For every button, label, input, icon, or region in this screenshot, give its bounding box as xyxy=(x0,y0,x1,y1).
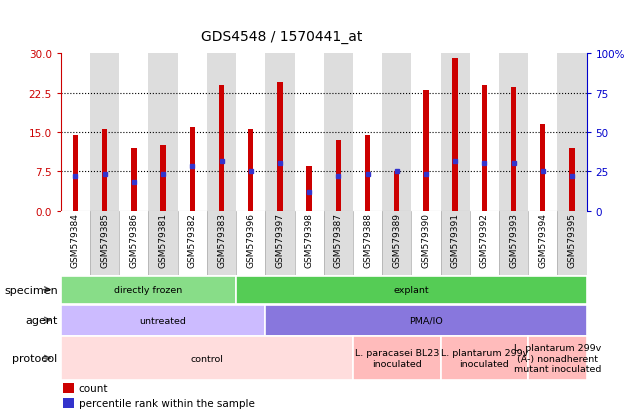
Text: GSM579392: GSM579392 xyxy=(480,213,489,268)
Bar xyxy=(61,276,236,304)
Bar xyxy=(440,337,528,380)
Text: GSM579385: GSM579385 xyxy=(100,213,109,268)
Text: explant: explant xyxy=(394,285,429,294)
Text: GSM579384: GSM579384 xyxy=(71,213,80,268)
Text: GSM579382: GSM579382 xyxy=(188,213,197,268)
Bar xyxy=(149,54,178,211)
Bar xyxy=(73,135,78,211)
Bar xyxy=(119,54,149,211)
Bar xyxy=(470,211,499,275)
Bar xyxy=(499,54,528,211)
Text: count: count xyxy=(79,383,108,393)
Bar xyxy=(63,383,74,393)
Bar xyxy=(324,54,353,211)
Bar xyxy=(265,211,294,275)
Bar xyxy=(394,172,399,211)
Bar xyxy=(278,83,283,211)
Bar xyxy=(294,211,324,275)
Bar xyxy=(119,211,149,275)
Bar xyxy=(382,54,412,211)
Text: L. plantarum 299v
inoculated: L. plantarum 299v inoculated xyxy=(440,349,528,368)
Bar xyxy=(219,85,224,211)
Text: GDS4548 / 1570441_at: GDS4548 / 1570441_at xyxy=(201,30,362,44)
Bar xyxy=(190,127,195,211)
Bar xyxy=(63,398,74,408)
Bar xyxy=(102,130,107,211)
Bar xyxy=(61,54,90,211)
Bar xyxy=(569,148,574,211)
Bar xyxy=(382,211,412,275)
Bar xyxy=(440,54,470,211)
Bar xyxy=(324,211,353,275)
Bar xyxy=(528,337,587,380)
Bar xyxy=(540,125,545,211)
Bar xyxy=(236,276,587,304)
Bar xyxy=(353,337,440,380)
Bar xyxy=(61,305,265,336)
Bar xyxy=(528,211,557,275)
Text: PMA/IO: PMA/IO xyxy=(409,316,443,325)
Bar xyxy=(160,146,166,211)
Bar xyxy=(440,211,470,275)
Text: GSM579386: GSM579386 xyxy=(129,213,138,268)
Bar xyxy=(178,211,207,275)
Bar xyxy=(423,91,429,211)
Text: GSM579394: GSM579394 xyxy=(538,213,547,268)
Text: GSM579388: GSM579388 xyxy=(363,213,372,268)
Text: GSM579381: GSM579381 xyxy=(158,213,167,268)
Bar xyxy=(236,54,265,211)
Bar xyxy=(265,54,294,211)
Bar xyxy=(412,211,440,275)
Bar xyxy=(528,54,557,211)
Bar xyxy=(557,211,587,275)
Text: agent: agent xyxy=(25,315,58,325)
Text: GSM579397: GSM579397 xyxy=(276,213,285,268)
Bar xyxy=(61,211,90,275)
Bar xyxy=(365,135,370,211)
Text: L. paracasei BL23
inoculated: L. paracasei BL23 inoculated xyxy=(354,349,439,368)
Bar xyxy=(207,54,236,211)
Bar xyxy=(248,130,253,211)
Bar xyxy=(412,54,440,211)
Text: specimen: specimen xyxy=(4,285,58,295)
Text: GSM579393: GSM579393 xyxy=(509,213,518,268)
Bar xyxy=(336,140,341,211)
Bar xyxy=(499,211,528,275)
Bar xyxy=(149,211,178,275)
Text: untreated: untreated xyxy=(140,316,187,325)
Text: GSM579389: GSM579389 xyxy=(392,213,401,268)
Bar xyxy=(294,54,324,211)
Bar xyxy=(353,211,382,275)
Bar xyxy=(207,211,236,275)
Bar xyxy=(306,166,312,211)
Text: GSM579390: GSM579390 xyxy=(421,213,430,268)
Bar xyxy=(178,54,207,211)
Bar xyxy=(470,54,499,211)
Text: control: control xyxy=(190,354,223,363)
Bar xyxy=(131,148,137,211)
Text: percentile rank within the sample: percentile rank within the sample xyxy=(79,398,254,408)
Text: GSM579396: GSM579396 xyxy=(246,213,255,268)
Bar xyxy=(511,88,516,211)
Text: GSM579387: GSM579387 xyxy=(334,213,343,268)
Bar xyxy=(453,59,458,211)
Text: GSM579395: GSM579395 xyxy=(567,213,576,268)
Bar xyxy=(236,211,265,275)
Text: protocol: protocol xyxy=(12,353,58,363)
Bar xyxy=(353,54,382,211)
Bar xyxy=(90,211,119,275)
Text: L. plantarum 299v
(A-) nonadherent
mutant inoculated: L. plantarum 299v (A-) nonadherent mutan… xyxy=(513,344,601,373)
Bar xyxy=(90,54,119,211)
Text: directly frozen: directly frozen xyxy=(114,285,183,294)
Bar xyxy=(61,337,353,380)
Text: GSM579398: GSM579398 xyxy=(304,213,313,268)
Bar xyxy=(557,54,587,211)
Bar xyxy=(265,305,587,336)
Text: GSM579383: GSM579383 xyxy=(217,213,226,268)
Text: GSM579391: GSM579391 xyxy=(451,213,460,268)
Bar xyxy=(481,85,487,211)
